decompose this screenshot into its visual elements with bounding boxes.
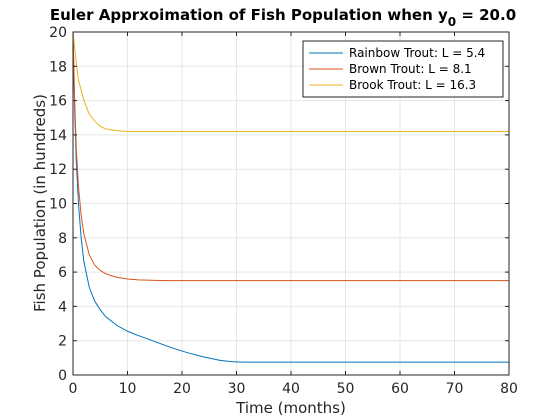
x-tick-label: 30 <box>228 381 246 397</box>
x-tick-label: 10 <box>119 381 137 397</box>
y-tick-label: 10 <box>49 197 67 213</box>
y-tick-label: 18 <box>49 59 67 75</box>
chart-title-suffix: = 20.0 <box>456 6 516 24</box>
y-tick-label: 2 <box>58 334 67 350</box>
x-tick-label: 80 <box>500 381 518 397</box>
series-line-3 <box>72 31 509 132</box>
x-tick-label: 70 <box>446 381 464 397</box>
x-tick-label: 0 <box>69 381 78 397</box>
y-tick-label: 20 <box>49 25 67 41</box>
chart-title-main: Euler Apprxoimation of Fish Population w… <box>50 6 448 24</box>
y-tick-label: 16 <box>49 94 67 110</box>
legend-label: Brown Trout: L = 8.1 <box>349 62 472 76</box>
x-tick-label: 20 <box>173 381 191 397</box>
y-axis-label: Fish Population (in hundreds) <box>31 94 49 312</box>
y-tick-label: 0 <box>58 368 67 384</box>
axis-ticks: 0 10 20 30 40 50 60 70 80 0 2 4 6 8 10 12 14 16 18 20 <box>49 25 518 397</box>
y-tick-label: 4 <box>58 299 67 315</box>
y-tick-label: 6 <box>58 265 67 281</box>
y-tick-label: 8 <box>58 231 67 247</box>
chart-title-subscript: 0 <box>448 15 456 29</box>
chart-title: Euler Apprxoimation of Fish Population w… <box>50 6 516 29</box>
x-tick-label: 50 <box>337 381 355 397</box>
x-tick-label: 40 <box>282 381 300 397</box>
series-layer <box>72 31 509 363</box>
legend: Rainbow Trout: L = 5.4 Brown Trout: L = 8… <box>302 40 504 98</box>
y-tick-label: 14 <box>49 128 67 144</box>
x-tick-label: 60 <box>391 381 409 397</box>
legend-label: Brook Trout: L = 16.3 <box>349 78 476 92</box>
series-line-2 <box>72 31 509 282</box>
y-tick-label: 12 <box>49 162 67 178</box>
legend-label: Rainbow Trout: L = 5.4 <box>349 46 485 60</box>
x-axis-label: Time (months) <box>235 399 346 417</box>
series-line-1 <box>72 31 509 363</box>
